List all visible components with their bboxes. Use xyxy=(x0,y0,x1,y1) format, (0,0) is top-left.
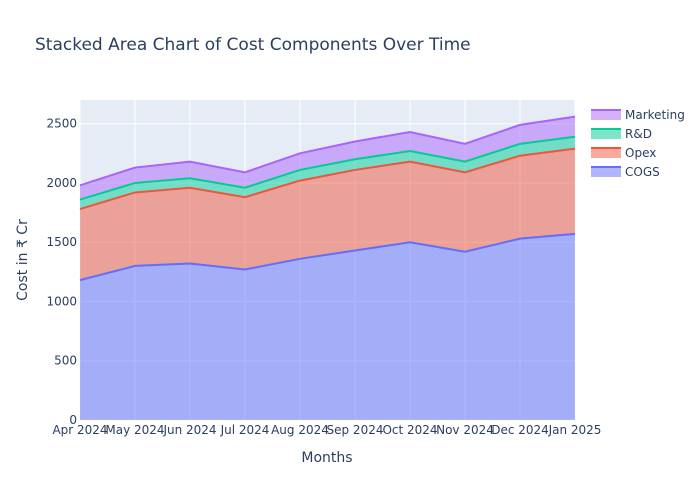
x-tick-label: May 2024 xyxy=(105,423,164,437)
x-tick-label: Jun 2024 xyxy=(162,423,216,437)
legend-label: Marketing xyxy=(625,108,685,122)
y-tick-label: 0 xyxy=(69,413,77,427)
x-tick-label: Apr 2024 xyxy=(52,423,107,437)
x-axis-title: Months xyxy=(301,450,352,466)
line-cogs xyxy=(79,232,576,282)
y-tick-label: 500 xyxy=(54,354,77,368)
legend: Marketing R&D Opex COGS xyxy=(591,108,685,179)
legend-label: Opex xyxy=(625,146,656,160)
area-marketing xyxy=(80,116,575,200)
x-tick-label: Nov 2024 xyxy=(436,423,494,437)
y-tick-label: 2000 xyxy=(46,176,77,190)
legend-swatch xyxy=(591,110,621,120)
area-cogs xyxy=(80,233,575,420)
y-axis-title: Cost in ₹ Cr xyxy=(15,219,31,301)
y-tick-label: 2500 xyxy=(46,117,77,131)
area-r-d xyxy=(80,136,575,210)
legend-label: COGS xyxy=(625,165,660,179)
area-series xyxy=(79,115,576,420)
x-tick-label: Sep 2024 xyxy=(327,423,384,437)
legend-swatch xyxy=(591,129,621,139)
legend-item-r-d[interactable]: R&D xyxy=(591,127,652,141)
x-tick-label: Dec 2024 xyxy=(491,423,549,437)
chart-title: Stacked Area Chart of Cost Components Ov… xyxy=(35,35,471,55)
line-marketing xyxy=(79,115,576,187)
legend-item-opex[interactable]: Opex xyxy=(591,146,656,160)
x-tick-label: Jul 2024 xyxy=(220,423,270,437)
y-tick-label: 1500 xyxy=(46,235,77,249)
legend-swatch xyxy=(591,167,621,177)
legend-label: R&D xyxy=(625,127,652,141)
x-tick-label: Oct 2024 xyxy=(382,423,437,437)
legend-item-cogs[interactable]: COGS xyxy=(591,165,660,179)
x-tick-label: Aug 2024 xyxy=(271,423,329,437)
legend-item-marketing[interactable]: Marketing xyxy=(591,108,685,122)
line-r-d xyxy=(79,135,576,201)
area-opex xyxy=(80,148,575,281)
y-tick-label: 1000 xyxy=(46,294,77,308)
y-axis-ticks: 0 500 1000 1500 2000 2500 xyxy=(46,117,77,427)
legend-swatch xyxy=(591,148,621,158)
line-opex xyxy=(79,147,576,210)
x-tick-label: Jan 2025 xyxy=(548,423,602,437)
